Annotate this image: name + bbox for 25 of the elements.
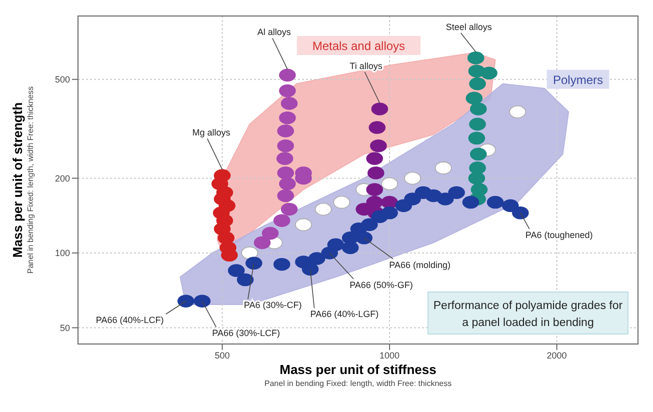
annotation: PA66 (40%-LGF) <box>310 309 379 320</box>
x-tick-label: 1000 <box>380 350 400 360</box>
x-tick-label: 500 <box>214 350 230 360</box>
text: Ti alloys <box>350 60 383 71</box>
x-tick-label: 2000 <box>546 350 567 360</box>
annotation: PA66 (50%-GF) <box>350 280 413 290</box>
text: Panel in bending Fixed: length, width Free: thickness <box>26 86 35 274</box>
annotation: PA6 (toughened) <box>525 230 593 240</box>
y-tick-label: 200 <box>54 173 70 184</box>
annotation: PA66 (30%-LCF) <box>212 328 280 338</box>
y-axis-title: Mass per unit of strength <box>10 102 25 258</box>
annotation: Metals and alloys <box>312 39 406 53</box>
text: Al alloys <box>257 27 292 38</box>
text: Panel in bending Fixed: length, width Free: thickness <box>264 379 452 388</box>
y-tick-label: 50 <box>60 322 70 333</box>
annotation: PA66 (40%-LCF) <box>96 315 164 326</box>
x-axis-title: Mass per unit of stiffness <box>280 362 436 377</box>
text: Steel alloys <box>446 22 492 32</box>
annotation: Performance of polyamide grades for a panel loaded in bending <box>433 300 623 329</box>
annotation: PA66 (molding) <box>389 260 450 270</box>
annotation: Polymers <box>552 72 604 87</box>
text: Mg alloys <box>192 128 231 138</box>
y-tick-label: 100 <box>54 248 70 258</box>
y-tick-label: 500 <box>54 74 70 85</box>
annotation: PA6 (30%-CF) <box>244 300 302 310</box>
